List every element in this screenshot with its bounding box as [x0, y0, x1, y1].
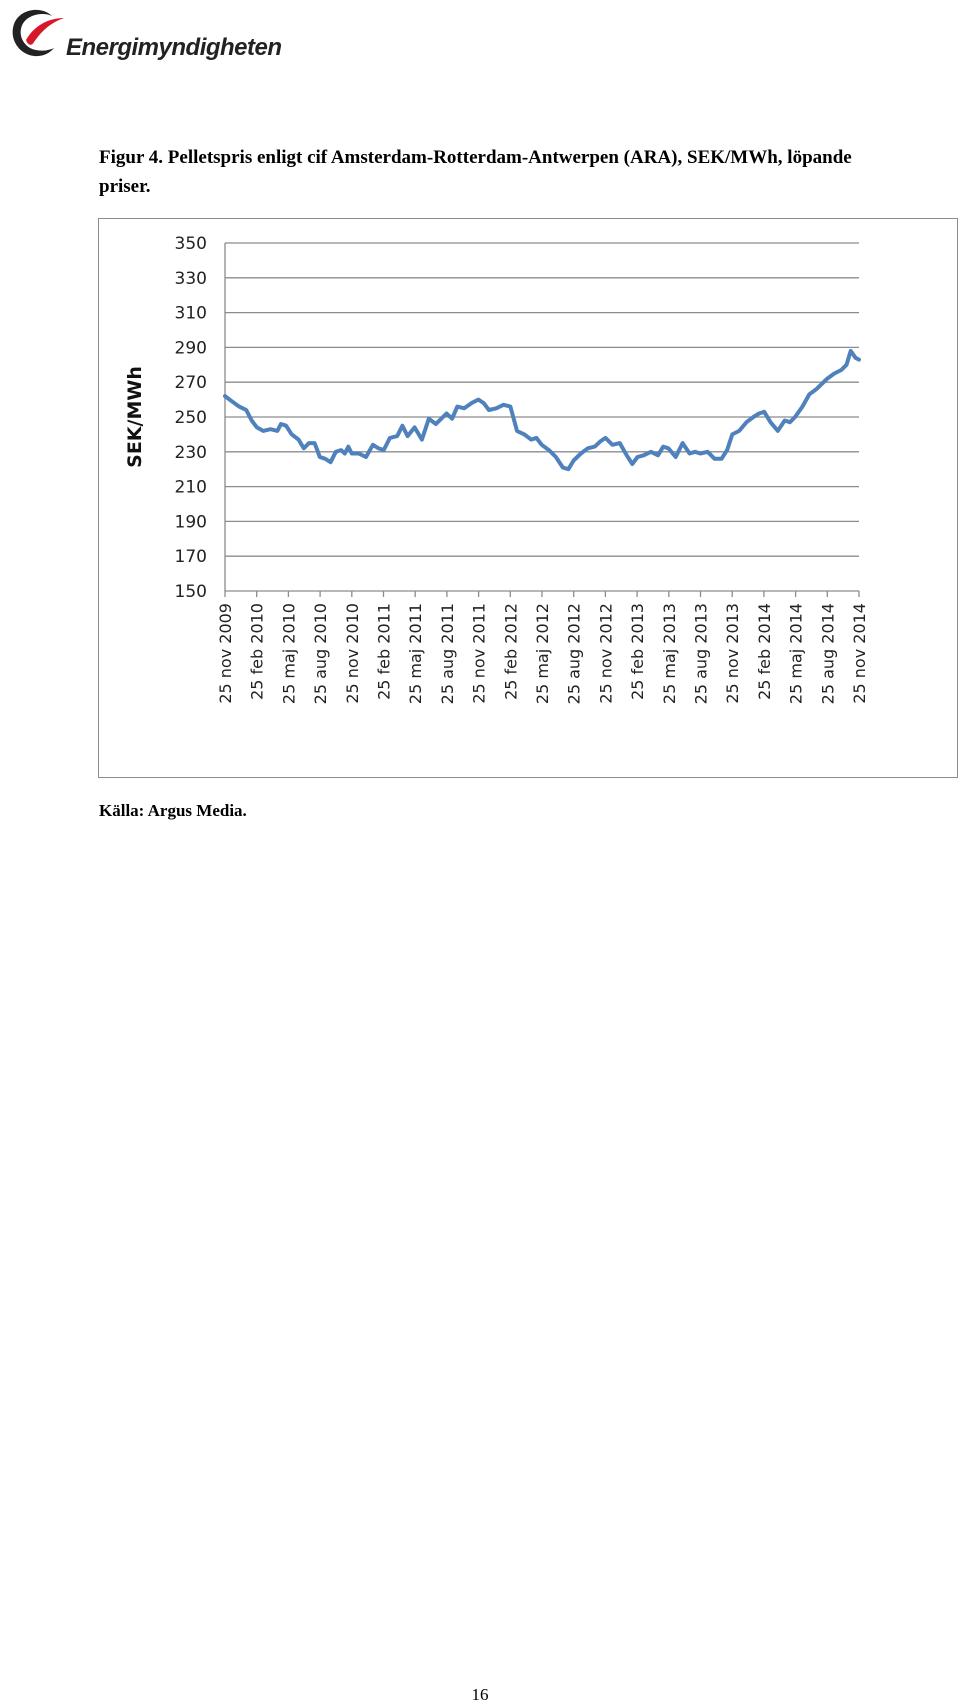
x-tick-label: 25 maj 2010 [279, 603, 298, 704]
y-tick-label: 330 [175, 269, 207, 289]
page-number: 16 [471, 1685, 489, 1704]
x-tick-label: 25 aug 2012 [565, 603, 584, 704]
x-tick-label: 25 aug 2014 [818, 603, 837, 704]
x-tick-label: 25 feb 2014 [755, 603, 774, 700]
chart-frame: 150 170 190 210 230 250 270 290 310 330 350 25 nov… [98, 218, 958, 778]
x-tick-label: 25 nov 2011 [470, 603, 489, 704]
x-tick-label: 25 aug 2010 [311, 603, 330, 704]
figure-caption-line-2: priser. [99, 176, 151, 197]
figure-caption: Figur 4. Pelletspris enligt cif Amsterda… [99, 143, 959, 201]
series-line [223, 348, 861, 472]
x-tick-label: 25 aug 2011 [438, 603, 457, 704]
source-note: Källa: Argus Media. [99, 801, 247, 820]
y-tick-label: 270 [175, 373, 207, 393]
y-tick-label: 290 [175, 338, 207, 358]
x-tick-label: 25 feb 2011 [375, 603, 394, 700]
y-tick-label: 150 [175, 582, 207, 602]
chart-gridlines [225, 242, 859, 557]
x-tick-label: 25 nov 2010 [343, 603, 362, 704]
x-tick-label: 25 maj 2014 [787, 603, 806, 704]
x-tick-label: 25 nov 2012 [596, 603, 615, 704]
x-tick-label: 25 feb 2013 [628, 603, 647, 700]
x-tick-label: 25 feb 2012 [501, 603, 520, 700]
x-tick-label: 25 feb 2010 [248, 603, 267, 700]
y-tick-label: 210 [175, 478, 207, 498]
x-tick-label: 25 aug 2013 [692, 603, 711, 704]
y-tick-label: 350 [175, 234, 207, 254]
energimyndigheten-logo: Energimyndigheten [6, 4, 282, 64]
logo-mark-icon [12, 9, 64, 57]
y-tick-label: 250 [175, 408, 207, 428]
logo-arc-red [26, 18, 64, 45]
logo-arc-dark [12, 9, 54, 57]
x-tick-label: 25 nov 2009 [216, 603, 235, 704]
figure-caption-line-1: Figur 4. Pelletspris enligt cif Amsterda… [99, 147, 852, 168]
x-tick-label: 25 nov 2013 [723, 603, 742, 704]
y-tick-label: 190 [175, 512, 207, 532]
y-tick-label: 310 [175, 304, 207, 324]
y-axis-ticks: 150 170 190 210 230 250 270 290 310 330 350 [175, 234, 207, 602]
x-tick-label: 25 maj 2013 [660, 603, 679, 704]
x-tick-label: 25 maj 2012 [533, 603, 552, 704]
x-tick-label: 25 nov 2014 [850, 603, 869, 704]
logo-text: Energimyndigheten [66, 34, 282, 61]
x-tick-label: 25 maj 2011 [406, 603, 425, 704]
price-line-chart: 150 170 190 210 230 250 270 290 310 330 350 25 nov… [124, 234, 869, 704]
y-axis-label: SEK/MWh [124, 366, 146, 468]
y-tick-label: 170 [175, 547, 207, 567]
x-axis-ticks: 25 nov 2009 25 feb 2010 25 maj 2010 25 aug … [216, 591, 869, 704]
y-tick-label: 230 [175, 443, 207, 463]
